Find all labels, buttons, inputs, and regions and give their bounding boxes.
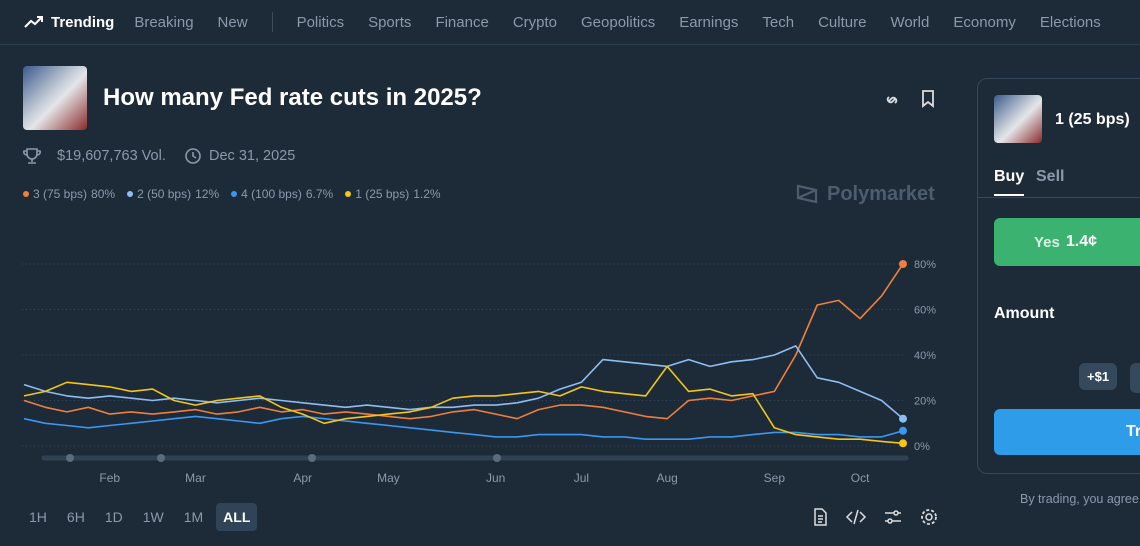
legend-swatch (231, 191, 238, 197)
amount-label: Amount (994, 305, 1055, 322)
range-button[interactable]: 6H (66, 509, 85, 525)
legend-item: 4 (100 bps) 6.7% (231, 187, 333, 201)
x-tick-label: Jun (486, 471, 505, 485)
market-volume: $19,607,763 Vol. (57, 148, 166, 164)
series-end-dot (899, 439, 907, 448)
yes-button[interactable]: Yes 1.4¢ (994, 218, 1140, 266)
nav-item[interactable]: Culture (818, 13, 867, 31)
nav-item[interactable]: Politics (296, 13, 345, 31)
legend-swatch (345, 191, 352, 197)
y-tick-label: 0% (914, 441, 930, 453)
market-end-date: Dec 31, 2025 (209, 148, 296, 164)
outcome-image (994, 95, 1042, 143)
price-chart: 0% 20% 40% 60% 80% Feb Mar Apr May Jun Jul Aug Sep Oc… (22, 259, 936, 485)
legend-item: 2 (50 bps) 12% (127, 187, 219, 201)
legend-name: 3 (75 bps) (33, 187, 88, 201)
nav-item[interactable]: Tech (762, 13, 795, 31)
quick-add-2[interactable] (1130, 363, 1140, 393)
market-title: How many Fed rate cuts in 2025? (103, 84, 482, 111)
outcome-name: 1 (25 bps) (1055, 111, 1130, 128)
series-line (23, 263, 904, 420)
range-buttons: 1H 6H 1D 1W 1M ALL (22, 503, 258, 531)
trade-panel: 1 (25 bps) Buy Sell Yes 1.4¢ Amount +$1 T… (977, 78, 1140, 474)
x-tick-label: Aug (656, 471, 677, 485)
buy-tab[interactable]: Buy (994, 168, 1025, 196)
y-tick-label: 20% (914, 396, 936, 408)
nav-trending[interactable]: Trending (51, 13, 115, 31)
nav-item[interactable]: Sports (368, 13, 412, 31)
nav-item[interactable]: Crypto (512, 13, 557, 31)
title-actions[interactable] (884, 89, 944, 109)
market-image (23, 66, 87, 130)
range-button[interactable]: 1W (142, 509, 164, 525)
legend: 3 (75 bps) 80% 2 (50 bps) 12% 4 (100 bps) 6.7… (23, 187, 441, 201)
legend-value: 80% (91, 187, 116, 201)
series-end-dot (899, 414, 907, 423)
x-tick-label: Oct (851, 471, 870, 485)
legend-value: 12% (195, 187, 220, 201)
sell-tab[interactable]: Sell (1036, 168, 1065, 185)
range-button[interactable]: 1H (29, 509, 47, 525)
terms-note: By trading, you agree (1020, 492, 1139, 506)
tab-divider (978, 197, 1140, 198)
nav-item[interactable]: Elections (1039, 13, 1101, 31)
nav-item[interactable]: Economy (953, 13, 1016, 31)
range-handle (157, 454, 165, 462)
legend-name: 1 (25 bps) (355, 187, 410, 201)
series-end-dot (899, 260, 907, 268)
y-tick-label: 80% (914, 259, 936, 271)
x-tick-label: May (377, 471, 400, 485)
legend-value: 1.2% (413, 187, 441, 201)
range-button[interactable]: 1D (104, 509, 123, 525)
nav-item[interactable]: World (890, 13, 930, 31)
nav-item[interactable]: Finance (435, 13, 489, 31)
range-button[interactable]: 1M (183, 509, 204, 525)
legend-name: 4 (100 bps) (241, 187, 302, 201)
x-tick-label: Apr (293, 471, 312, 485)
y-tick-label: 60% (914, 305, 936, 317)
x-tick-label: Feb (99, 471, 120, 485)
clock-icon (185, 148, 201, 164)
watermark-logo (796, 184, 818, 204)
nav-divider (271, 12, 273, 32)
nav-item[interactable]: New (217, 13, 248, 31)
legend-item: 3 (75 bps) 80% (23, 187, 115, 201)
series-line (23, 415, 904, 440)
range-button[interactable]: ALL (216, 503, 258, 531)
y-tick-label: 40% (914, 350, 936, 362)
range-handle (493, 454, 501, 462)
range-handle (66, 454, 74, 462)
nav-item[interactable]: Earnings (679, 13, 739, 31)
nav-item[interactable]: Geopolitics (581, 13, 656, 31)
trade-button[interactable]: Trade (994, 409, 1140, 455)
series-line (23, 365, 904, 445)
watermark: Polymarket (827, 183, 935, 205)
legend-name: 2 (50 bps) (137, 187, 192, 201)
quick-add[interactable]: +$1 (1079, 363, 1118, 390)
x-tick-label: Sep (764, 471, 786, 485)
nav-item[interactable]: Breaking (134, 13, 194, 31)
series-line (23, 345, 904, 420)
trending-icon (24, 16, 43, 28)
legend-swatch (127, 191, 134, 197)
yes-label: Yes (1034, 233, 1060, 251)
legend-value: 6.7% (305, 187, 334, 201)
x-tick-label: Jul (574, 471, 589, 485)
x-tick-label: Mar (185, 471, 206, 485)
range-handle (308, 454, 316, 462)
legend-item: 1 (25 bps) 1.2% (345, 187, 441, 201)
chart-tools[interactable] (810, 507, 940, 527)
yes-price: 1.4¢ (1065, 233, 1098, 250)
volume-icon (23, 148, 41, 164)
top-nav: Trending Breaking New Politics Sports Financ… (0, 0, 1140, 45)
legend-swatch (23, 191, 29, 197)
series-end-dot (899, 426, 907, 435)
